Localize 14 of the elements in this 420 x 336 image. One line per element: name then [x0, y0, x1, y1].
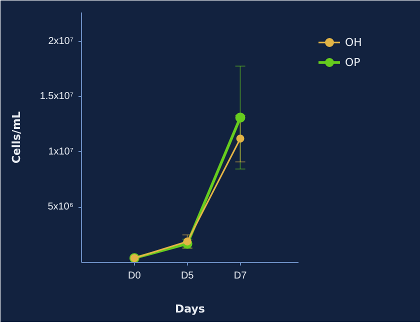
y-tick-label: 5x10⁶: [48, 202, 74, 213]
x-axis-title: Days: [175, 302, 206, 316]
y-tick-label: 1x10⁷: [48, 146, 74, 158]
x-tick-label: D5: [180, 270, 194, 282]
y-tick-label: 1.5x10⁷: [40, 91, 74, 102]
legend-label: OP: [345, 56, 362, 68]
legend-label: OH: [345, 36, 363, 48]
x-tick-label: D7: [234, 270, 248, 282]
y-tick-label: 2x10⁷: [48, 36, 74, 47]
y-axis-title: Cells/mL: [10, 111, 23, 164]
point: [236, 134, 244, 143]
point: [183, 237, 192, 246]
point: [235, 112, 246, 123]
x-tick-label: D0: [128, 270, 142, 282]
